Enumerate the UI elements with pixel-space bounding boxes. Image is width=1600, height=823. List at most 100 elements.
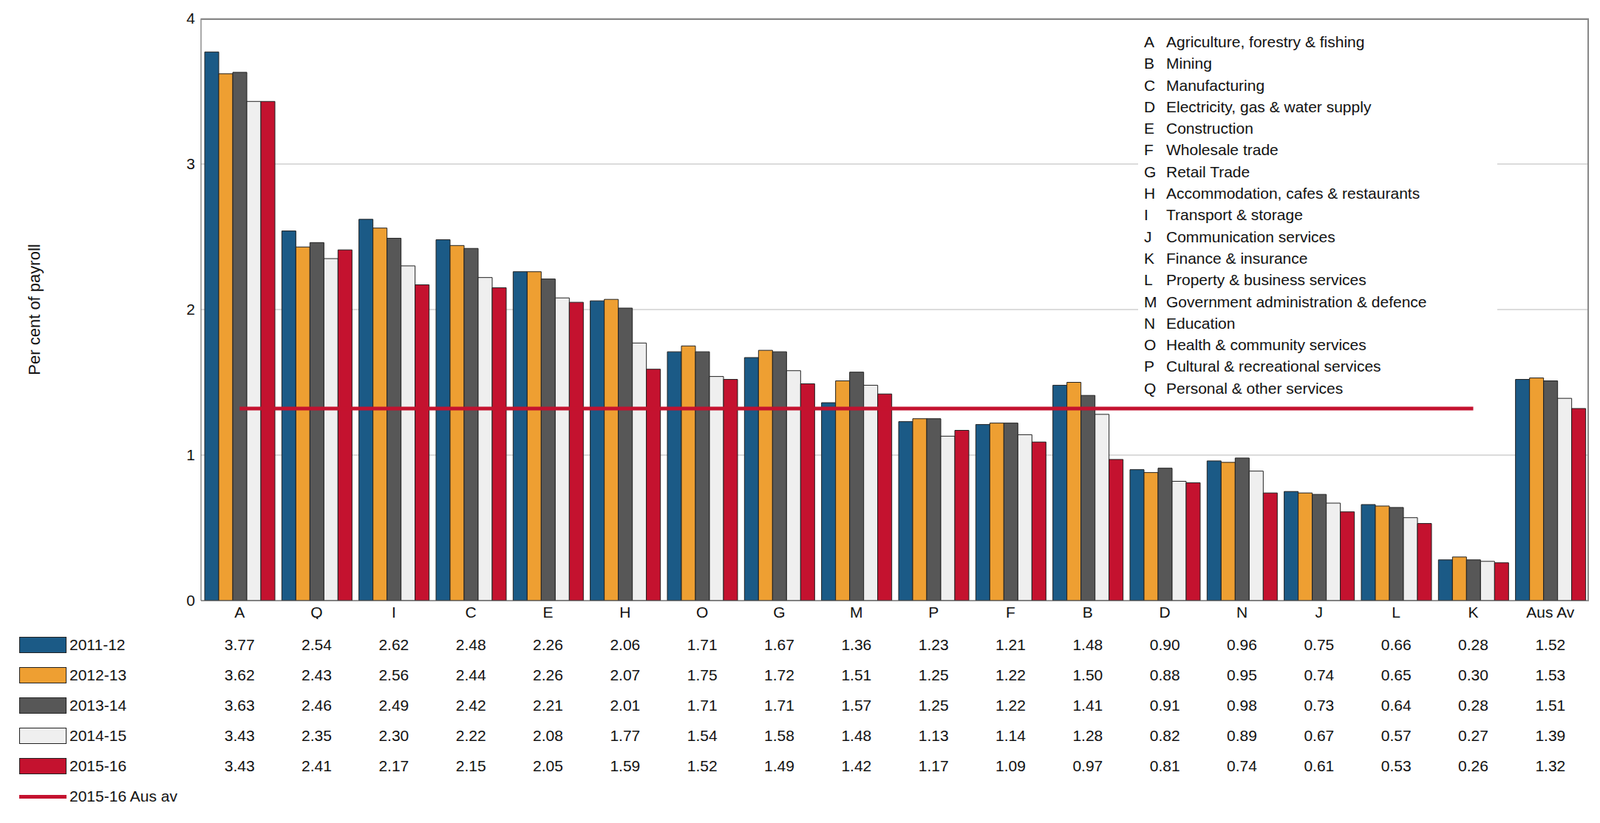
- html-text:1.21: 1.21: [995, 636, 1026, 654]
- svg-text:Q: Q: [310, 603, 323, 620]
- svg-text:2: 2: [186, 300, 196, 318]
- html-text:2.01: 2.01: [609, 696, 641, 714]
- html-text:Electricity, gas & water suppl: Electricity, gas & water supply: [1166, 98, 1372, 116]
- svg-text:N: N: [1236, 603, 1248, 620]
- html-text:0.65: 0.65: [1381, 666, 1412, 684]
- html-text:1.22: 1.22: [995, 666, 1026, 684]
- html-text:0.73: 0.73: [1303, 696, 1335, 714]
- html-text:Health & community services: Health & community services: [1166, 336, 1367, 354]
- svg-text:1: 1: [186, 446, 196, 464]
- html-text:1.52: 1.52: [1535, 636, 1566, 654]
- html-text:2012-13: 2012-13: [69, 666, 127, 684]
- html-text:0.88: 0.88: [1149, 666, 1180, 684]
- html-text:1.51: 1.51: [841, 666, 872, 684]
- html-text:2.07: 2.07: [609, 666, 641, 684]
- html-text:0.75: 0.75: [1303, 636, 1335, 654]
- html-text:1.22: 1.22: [995, 696, 1026, 714]
- html-text:1.57: 1.57: [841, 696, 872, 714]
- html-text:Education: Education: [1166, 314, 1236, 332]
- svg-text:F: F: [1005, 603, 1016, 620]
- svg-text:G: G: [773, 603, 785, 620]
- html-text:1.71: 1.71: [687, 636, 718, 654]
- html-text:Construction: Construction: [1166, 119, 1254, 137]
- html-text:2.46: 2.46: [301, 696, 332, 714]
- html-text:Manufacturing: Manufacturing: [1166, 76, 1265, 94]
- svg-text:H: H: [619, 603, 631, 620]
- html-text:0.96: 0.96: [1226, 636, 1258, 654]
- svg-text:O: O: [696, 603, 708, 620]
- html-text:3.62: 3.62: [224, 666, 255, 684]
- html-text:2.62: 2.62: [378, 636, 409, 654]
- html-text:2.49: 2.49: [378, 696, 409, 714]
- svg-text:M: M: [849, 603, 864, 620]
- html-text:1.67: 1.67: [764, 636, 795, 654]
- html-text:Personal & other services: Personal & other services: [1166, 379, 1344, 397]
- html-text:0.90: 0.90: [1149, 636, 1180, 654]
- html-text:0.66: 0.66: [1381, 636, 1412, 654]
- html-text:1.41: 1.41: [1072, 696, 1103, 714]
- html-text:0.28: 0.28: [1458, 636, 1489, 654]
- html-text:1.53: 1.53: [1535, 666, 1566, 684]
- svg-text:L: L: [1391, 603, 1401, 620]
- html-text:2.43: 2.43: [301, 666, 332, 684]
- html-text:1.72: 1.72: [764, 666, 795, 684]
- html-text:2.44: 2.44: [455, 666, 486, 684]
- html-text:Transport & storage: Transport & storage: [1166, 206, 1303, 224]
- html-text:2.42: 2.42: [455, 696, 486, 714]
- html-text:Retail Trade: Retail Trade: [1166, 163, 1250, 181]
- svg-text:J: J: [1315, 603, 1324, 620]
- html-text:1.23: 1.23: [918, 636, 949, 654]
- html-text:1.50: 1.50: [1072, 666, 1103, 684]
- svg-text:4: 4: [186, 9, 196, 27]
- html-text:1.71: 1.71: [687, 696, 718, 714]
- html-text:2.26: 2.26: [532, 666, 564, 684]
- html-text:0.98: 0.98: [1226, 696, 1258, 714]
- html-text:Finance & insurance: Finance & insurance: [1166, 249, 1308, 267]
- html-text:1.25: 1.25: [918, 666, 949, 684]
- html-text:2.56: 2.56: [378, 666, 409, 684]
- html-text:2011-12: 2011-12: [69, 636, 126, 654]
- html-text:Government administration & de: Government administration & defence: [1166, 293, 1427, 311]
- html-text:3.77: 3.77: [224, 636, 255, 654]
- html-text:2.21: 2.21: [532, 696, 564, 714]
- html-text:Property & business services: Property & business services: [1166, 271, 1367, 289]
- html-text:1.48: 1.48: [1072, 636, 1103, 654]
- html-text:Mining: Mining: [1166, 54, 1212, 72]
- svg-text:C: C: [465, 603, 477, 620]
- svg-text:0: 0: [186, 591, 196, 609]
- html-text:0.28: 0.28: [1458, 696, 1489, 714]
- html-text:1.75: 1.75: [687, 666, 718, 684]
- svg-text:K: K: [1467, 603, 1479, 620]
- html-text:Cultural & recreational servic: Cultural & recreational services: [1166, 358, 1381, 376]
- html-text:0.74: 0.74: [1303, 666, 1335, 684]
- html-text:1.71: 1.71: [764, 696, 795, 714]
- html-text:0.30: 0.30: [1458, 666, 1489, 684]
- html-text:2013-14: 2013-14: [69, 696, 127, 714]
- html-text:Communication services: Communication services: [1166, 228, 1336, 246]
- html-text:2.26: 2.26: [532, 636, 564, 654]
- html-text:Agriculture, forestry & fishin: Agriculture, forestry & fishing: [1166, 33, 1365, 51]
- html-text:2.06: 2.06: [609, 636, 641, 654]
- svg-text:E: E: [542, 603, 553, 620]
- html-text:0.91: 0.91: [1149, 696, 1180, 714]
- html-text:1.36: 1.36: [841, 636, 872, 654]
- html-text:3.43: 3.43: [224, 727, 255, 745]
- html-text:2014-15: 2014-15: [69, 727, 127, 745]
- html-text:1.51: 1.51: [1535, 696, 1566, 714]
- html-text:Wholesale trade: Wholesale trade: [1166, 141, 1279, 159]
- svg-text:I: I: [391, 603, 397, 620]
- html-text:0.64: 0.64: [1381, 696, 1412, 714]
- svg-text:Per cent of payroll: Per cent of payroll: [25, 243, 44, 375]
- html-text:1.25: 1.25: [918, 696, 949, 714]
- svg-text:B: B: [1082, 603, 1094, 620]
- html-text:Accommodation, cafes & restaur: Accommodation, cafes & restaurants: [1166, 184, 1420, 202]
- svg-text:Aus Av: Aus Av: [1526, 603, 1575, 620]
- svg-text:A: A: [234, 603, 245, 620]
- svg-text:D: D: [1159, 603, 1171, 620]
- html-text:3.63: 3.63: [224, 696, 255, 714]
- html-text:2.48: 2.48: [455, 636, 486, 654]
- svg-text:P: P: [928, 603, 939, 620]
- svg-text:3: 3: [186, 155, 196, 173]
- html-text:0.95: 0.95: [1226, 666, 1258, 684]
- html-text:2.54: 2.54: [301, 636, 332, 654]
